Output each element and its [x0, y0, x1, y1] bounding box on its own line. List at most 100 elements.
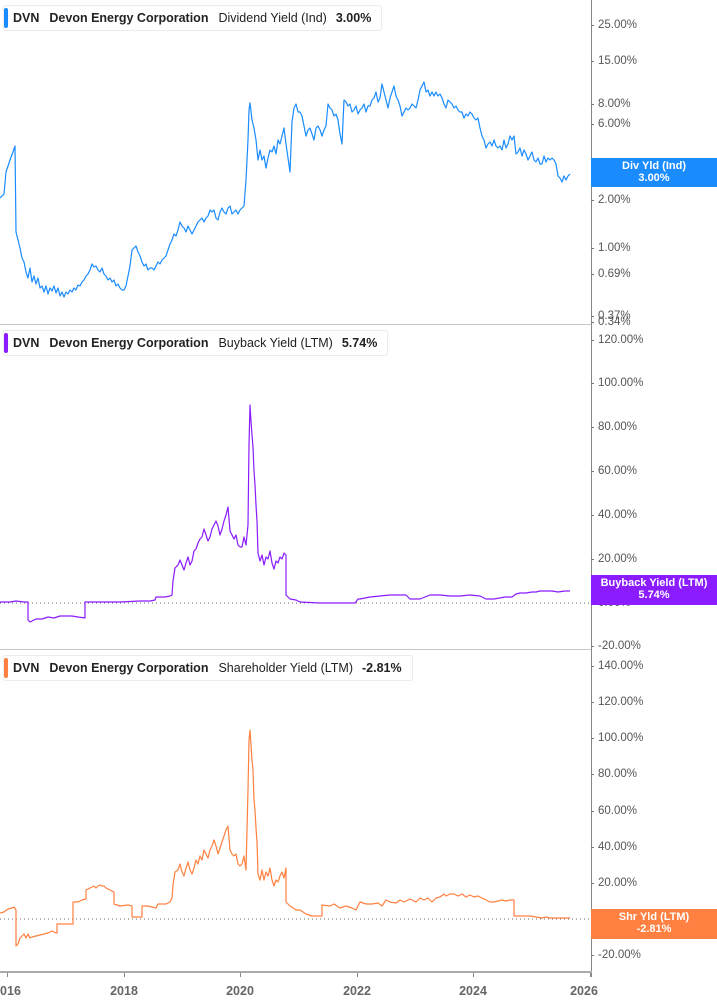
ticker-symbol: DVN	[13, 661, 40, 675]
dividend-yield-chart	[0, 81, 571, 298]
x-tick-label: 2024	[459, 984, 487, 998]
y-tick-label: 100.00%	[598, 377, 644, 389]
y-tick-label: 25.00%	[598, 19, 638, 31]
y-tick-mark	[591, 340, 594, 341]
shareholder-yield-line	[0, 729, 570, 947]
y-tick-label: 140.00%	[598, 660, 644, 672]
tag-value: -2.81%	[636, 923, 672, 935]
y-tick-mark	[591, 104, 594, 105]
y-tick-label: 120.00%	[598, 334, 644, 346]
y-tick-mark	[591, 383, 594, 384]
ticker-symbol: DVN	[13, 11, 40, 25]
y-tick-label: 60.00%	[598, 805, 638, 817]
y-axis-line-bottom	[591, 971, 592, 977]
y-axis-line	[591, 650, 592, 971]
y-axis-line	[591, 325, 592, 650]
series-color-marker	[4, 8, 8, 28]
x-tick-label: 2022	[343, 984, 371, 998]
tag-label: Buyback Yield (LTM)	[600, 577, 708, 589]
y-tick-mark	[591, 471, 594, 472]
series-color-marker	[4, 658, 8, 678]
y-tick-mark	[591, 702, 594, 703]
x-tick-label: 2018	[110, 984, 138, 998]
y-tick-mark	[591, 124, 594, 125]
metric-value: 5.74%	[341, 336, 378, 350]
y-tick-mark	[591, 955, 594, 956]
y-tick-label: 40.00%	[598, 841, 638, 853]
buyback-yield-chart	[0, 404, 591, 623]
y-tick-mark	[591, 774, 594, 775]
dividend-yield-legend[interactable]: DVN Devon Energy Corporation Dividend Yi…	[3, 5, 383, 31]
x-tick-mark	[124, 973, 125, 977]
x-tick-label: 2026	[570, 984, 598, 998]
y-tick-mark	[591, 811, 594, 812]
y-tick-label: 8.00%	[598, 98, 631, 110]
y-tick-label: 0.34%	[598, 316, 631, 328]
buyback-yield-panel: DVN Devon Energy Corporation Buyback Yie…	[0, 325, 717, 652]
shareholder-yield-legend[interactable]: DVN Devon Energy Corporation Shareholder…	[3, 655, 413, 681]
dividend-yield-value-tag: Div Yld (Ind) 3.00%	[591, 158, 717, 187]
buyback-yield-line	[0, 404, 570, 623]
dividend-yield-line	[0, 81, 571, 298]
y-tick-label: -20.00%	[598, 640, 641, 652]
y-tick-mark	[591, 25, 594, 26]
metric-name: Buyback Yield (LTM)	[218, 336, 333, 350]
y-tick-mark	[591, 61, 594, 62]
y-tick-mark	[591, 274, 594, 275]
y-tick-label: 120.00%	[598, 696, 644, 708]
y-tick-mark	[591, 316, 594, 317]
buyback-yield-value-tag: Buyback Yield (LTM) 5.74%	[591, 575, 717, 605]
y-tick-label: 2.00%	[598, 194, 631, 206]
ticker-symbol: DVN	[13, 336, 40, 350]
tag-label: Div Yld (Ind)	[622, 160, 686, 172]
y-tick-mark	[591, 200, 594, 201]
y-tick-label: -20.00%	[598, 949, 641, 961]
y-tick-label: 15.00%	[598, 55, 638, 67]
metric-name: Shareholder Yield (LTM)	[218, 661, 354, 675]
y-tick-label: 6.00%	[598, 118, 631, 130]
y-tick-mark	[591, 248, 594, 249]
shareholder-yield-chart	[0, 729, 591, 947]
y-tick-mark	[591, 559, 594, 560]
panel-divider[interactable]	[0, 649, 591, 650]
tag-value: 3.00%	[638, 172, 670, 184]
shareholder-yield-panel: DVN Devon Energy Corporation Shareholder…	[0, 650, 717, 971]
y-tick-mark	[591, 666, 594, 667]
metric-value: -2.81%	[362, 661, 402, 675]
x-tick-mark	[7, 973, 8, 977]
series-color-marker	[4, 333, 8, 353]
tag-value: 5.74%	[638, 589, 670, 601]
y-tick-mark	[591, 883, 594, 884]
y-tick-mark	[591, 515, 594, 516]
y-tick-label: 80.00%	[598, 421, 638, 433]
y-tick-label: 20.00%	[598, 553, 638, 565]
y-tick-label: 80.00%	[598, 768, 638, 780]
y-tick-label: 40.00%	[598, 509, 638, 521]
y-tick-mark	[591, 847, 594, 848]
x-tick-label: 2020	[226, 984, 254, 998]
y-tick-label: 1.00%	[598, 242, 631, 254]
x-tick-mark	[357, 973, 358, 977]
y-tick-label: 100.00%	[598, 732, 644, 744]
dividend-yield-panel: DVN Devon Energy Corporation Dividend Yi…	[0, 0, 717, 328]
x-axis-line[interactable]	[0, 971, 592, 973]
y-tick-label: 0.69%	[598, 268, 631, 280]
y-tick-label: 0.37%	[598, 310, 631, 322]
metric-name: Dividend Yield (Ind)	[218, 11, 327, 25]
company-name: Devon Energy Corporation	[49, 336, 209, 350]
y-tick-mark	[591, 646, 594, 647]
metric-value: 3.00%	[335, 11, 372, 25]
x-tick-label: 2016	[0, 984, 21, 998]
y-tick-mark	[591, 427, 594, 428]
y-tick-label: 60.00%	[598, 465, 638, 477]
shareholder-yield-value-tag: Shr Yld (LTM) -2.81%	[591, 909, 717, 939]
tag-label: Shr Yld (LTM)	[618, 911, 690, 923]
y-tick-mark	[591, 322, 594, 323]
buyback-yield-legend[interactable]: DVN Devon Energy Corporation Buyback Yie…	[3, 330, 389, 356]
x-tick-mark	[590, 973, 591, 977]
x-tick-mark	[473, 973, 474, 977]
panel-divider[interactable]	[0, 324, 591, 325]
company-name: Devon Energy Corporation	[49, 11, 209, 25]
company-name: Devon Energy Corporation	[49, 661, 209, 675]
x-tick-mark	[240, 973, 241, 977]
